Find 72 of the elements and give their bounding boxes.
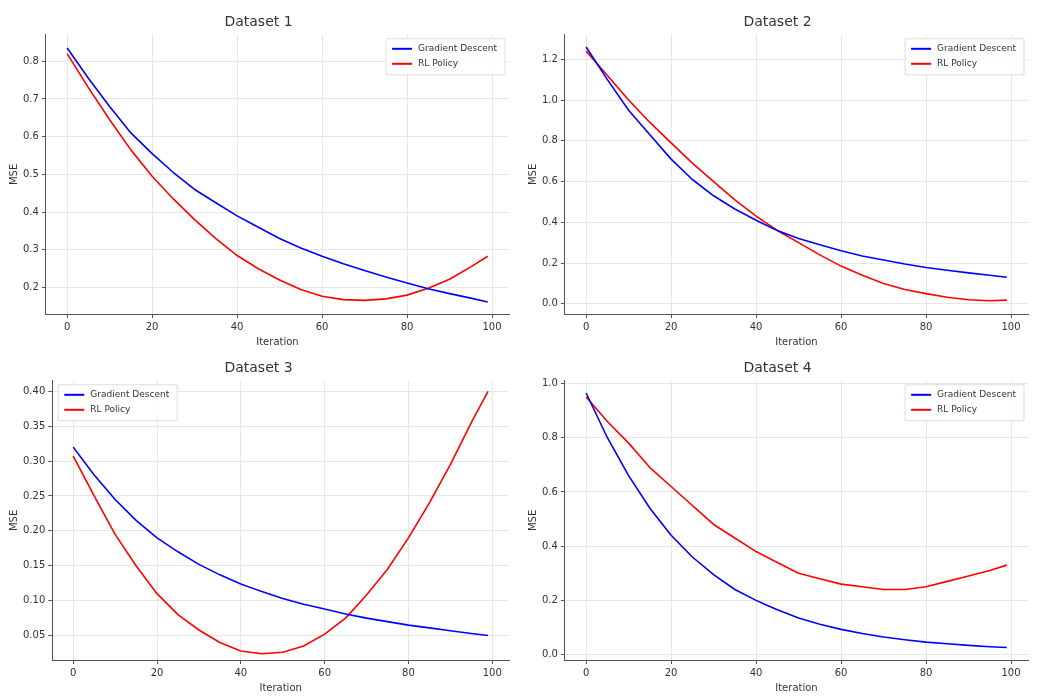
y-axis-title: MSE [7,509,19,532]
x-tick-label: 40 [230,320,244,332]
x-tick-label: 20 [664,666,678,678]
y-tick-label: 0.0 [542,648,558,660]
x-tick-label: 100 [1001,666,1021,678]
x-tick-label: 40 [234,666,248,678]
legend-label: RL Policy [418,58,459,69]
x-tick-label: 60 [318,666,331,678]
legend-label: RL Policy [937,58,978,69]
x-tick-label: 0 [63,320,71,332]
x-axis-title: Iteration [775,335,818,347]
x-tick-label: 80 [919,666,933,678]
y-tick-label: 1.0 [542,93,558,105]
x-axis-title: Iteration [256,335,299,347]
y-tick-label: 0.7 [23,92,39,104]
y-tick-label: 0.35 [23,419,46,431]
x-tick-label: 20 [664,320,678,332]
x-tick-label: 80 [402,666,415,678]
chart-title: Dataset 3 [224,359,293,376]
y-tick-label: 0.05 [23,629,46,641]
x-tick-label: 100 [482,666,502,678]
y-axis-title: MSE [526,163,538,186]
y-tick-label: 0.0 [542,297,558,309]
x-tick-label: 60 [834,320,848,332]
y-tick-label: 0.6 [542,175,558,187]
y-tick-label: 0.15 [23,559,46,571]
y-tick-label: 0.2 [542,593,558,605]
y-tick-label: 1.2 [542,52,558,64]
x-tick-label: 40 [749,666,763,678]
legend-label: Gradient Descent [90,389,170,400]
legend-label: Gradient Descent [937,43,1017,54]
y-axis-title: MSE [526,509,538,532]
y-tick-label: 0.4 [542,539,558,551]
chart-title: Dataset 1 [224,13,293,30]
legend-label: RL Policy [90,404,131,415]
y-tick-label: 0.8 [542,431,558,443]
legend-label: RL Policy [937,404,978,415]
y-tick-label: 0.4 [542,215,558,227]
x-tick-label: 60 [315,320,329,332]
y-tick-label: 0.2 [23,281,39,293]
x-tick-label: 0 [582,320,590,332]
x-tick-label: 100 [482,320,502,332]
y-axis-title: MSE [7,163,19,186]
chart-title: Dataset 2 [743,13,812,30]
legend-label: Gradient Descent [937,389,1017,400]
y-tick-label: 0.8 [23,54,39,66]
x-tick-label: 0 [582,666,590,678]
y-tick-label: 0.5 [23,167,39,179]
x-tick-label: 80 [400,320,414,332]
y-tick-label: 0.6 [542,485,558,497]
y-tick-label: 0.2 [542,256,558,268]
x-tick-label: 20 [145,320,159,332]
x-tick-label: 40 [749,320,763,332]
y-tick-label: 0.25 [23,489,46,501]
y-tick-label: 0.3 [23,243,39,255]
y-tick-label: 1.0 [542,377,558,389]
x-tick-label: 20 [150,666,164,678]
y-tick-label: 0.8 [542,134,558,146]
x-axis-title: Iteration [259,681,302,693]
y-tick-label: 0.4 [23,205,39,217]
x-tick-label: 0 [70,666,77,678]
legend-label: Gradient Descent [418,43,498,54]
y-tick-label: 0.30 [23,454,46,466]
y-tick-label: 0.40 [23,384,46,396]
y-tick-label: 0.6 [23,130,39,142]
x-tick-label: 60 [834,666,848,678]
y-tick-label: 0.20 [23,524,46,536]
x-axis-title: Iteration [775,681,818,693]
chart-title: Dataset 4 [743,359,812,376]
y-tick-label: 0.10 [23,594,46,606]
x-tick-label: 100 [1001,320,1021,332]
x-tick-label: 80 [919,320,933,332]
